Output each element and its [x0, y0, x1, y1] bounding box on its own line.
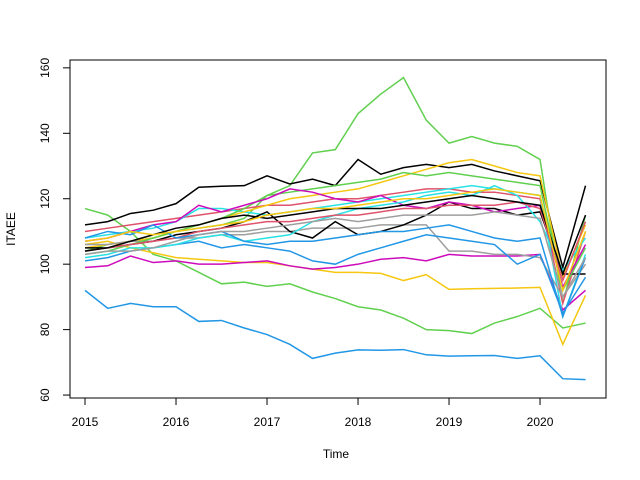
series-line: [84, 240, 587, 347]
y-tick-label: 160: [38, 58, 52, 78]
y-tick-label: 80: [38, 323, 52, 337]
series-line: [84, 207, 586, 335]
x-tick-label: 2015: [72, 415, 99, 429]
series-line: [84, 188, 587, 293]
series-line: [84, 289, 586, 381]
series-line: [84, 188, 587, 290]
y-tick-label: 100: [38, 254, 52, 274]
y-tick-label: 120: [38, 188, 52, 208]
y-axis-label: ITAEE: [4, 212, 18, 246]
x-tick-label: 2018: [345, 415, 372, 429]
series-line: [84, 211, 587, 299]
series-line: [84, 224, 587, 319]
y-tick-label: 140: [38, 123, 52, 143]
x-tick-label: 2019: [436, 415, 463, 429]
x-tick-label: 2017: [254, 415, 281, 429]
series-line: [84, 253, 587, 312]
x-tick-label: 2020: [527, 415, 554, 429]
series-line: [84, 201, 587, 283]
series-line: [84, 184, 587, 320]
x-axis-label: Time: [323, 447, 350, 461]
x-tick-label: 2016: [163, 415, 190, 429]
y-tick-label: 60: [38, 388, 52, 402]
